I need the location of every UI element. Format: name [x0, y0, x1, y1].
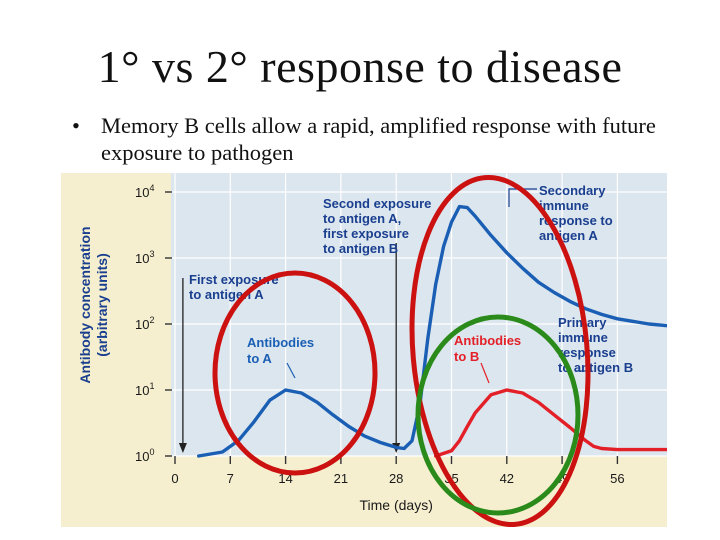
bullet-item: • Memory B cells allow a rapid, amplifie… — [72, 112, 692, 166]
x-axis-label: Time (days) — [360, 497, 433, 513]
chart-figure: 100 101 102 103 104 0 7 14 21 28 35 42 49 56 Time (day… — [61, 173, 720, 528]
circle-layer — [212, 174, 591, 528]
series-layer — [197, 204, 720, 458]
exposure-label: first exposure — [323, 226, 409, 241]
exposure-label: to antigen B — [323, 241, 398, 256]
annotation-secondary: response to — [539, 213, 613, 228]
x-tick-label: 0 — [171, 471, 178, 486]
annotation-secondary: antigen A — [539, 228, 598, 243]
primary-response-circle — [212, 270, 378, 476]
annotation-antibodies-a: Antibodies — [247, 335, 314, 350]
annotation-leader-secondary — [508, 188, 537, 207]
y-tick-label: 102 — [135, 315, 154, 332]
x-tick-label: 42 — [500, 471, 514, 486]
exposure-label: to antigen A — [189, 287, 264, 302]
y-axis-sublabel: (arbitrary units) — [94, 253, 110, 356]
bullet-text: Memory B cells allow a rapid, amplified … — [101, 113, 656, 165]
x-tick-label: 28 — [389, 471, 403, 486]
annotation-leader-antibodies-b — [480, 362, 490, 384]
y-tick-label: 101 — [135, 381, 154, 398]
exposure-label: Second exposure — [323, 196, 431, 211]
series-line-antibodies-a — [197, 204, 720, 458]
series-line-antibodies-b — [434, 388, 720, 458]
y-axis-label: Antibody concentration — [77, 226, 93, 383]
annotation-secondary: immune — [539, 198, 589, 213]
slide-title: 1° vs 2° response to disease — [97, 41, 623, 92]
y-tick-label: 100 — [135, 447, 154, 464]
annotation-antibodies-b: to B — [454, 349, 479, 364]
x-tick-label: 7 — [227, 471, 234, 486]
exposure-arrow-head — [178, 443, 187, 453]
x-tick-label: 56 — [610, 471, 624, 486]
annotation-antibodies-b: Antibodies — [454, 333, 521, 348]
bullet-dot: • — [72, 113, 80, 138]
annotation-leader-antibodies-a — [286, 362, 296, 379]
exposure-label: to antigen A, — [323, 211, 401, 226]
antigen-b-response-circle — [415, 314, 581, 516]
y-tick-label: 103 — [135, 249, 154, 266]
annotation-secondary: Secondary — [539, 183, 606, 198]
annotation-antibodies-a: to A — [247, 351, 272, 366]
y-tick-label: 104 — [135, 183, 154, 200]
x-tick-label: 21 — [334, 471, 348, 486]
annotation-primary: immune — [558, 330, 608, 345]
secondary-response-circle — [409, 174, 591, 528]
